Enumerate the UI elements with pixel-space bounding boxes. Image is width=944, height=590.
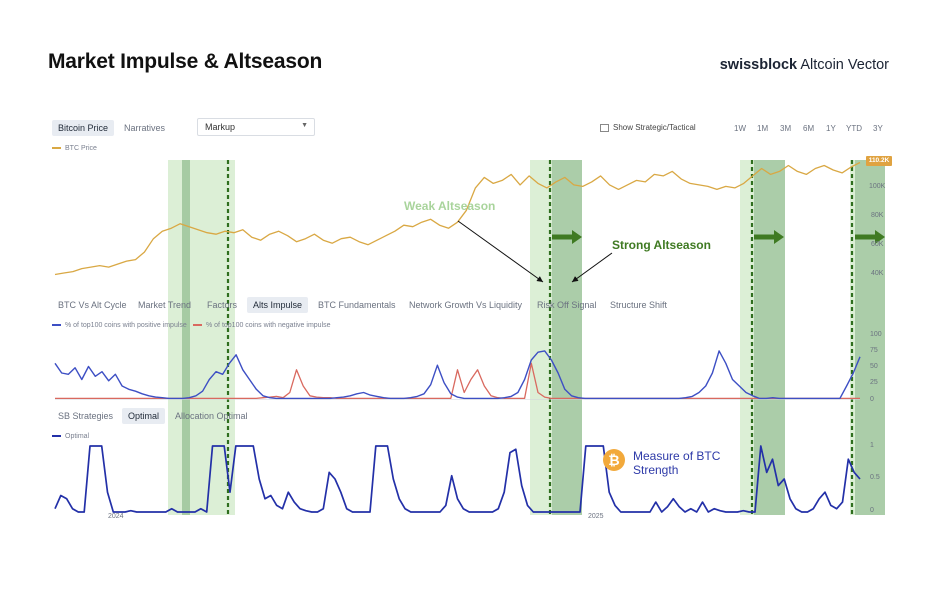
strategic-tactical-toggle[interactable]: Show Strategic/Tactical [600, 123, 696, 132]
impulse-tick-50: 50 [870, 363, 878, 370]
weak-altseason-label: Weak Altseason [404, 199, 496, 213]
tab-btc-vs-alt-cycle[interactable]: BTC Vs Alt Cycle [58, 300, 127, 310]
weak-altseason-band [740, 160, 754, 515]
impulse-legend-positive: % of top100 coins with positive impulse [52, 322, 187, 329]
x-tick-2024: 2024 [108, 513, 124, 520]
weak-altseason-band [530, 160, 552, 515]
price-legend-label: BTC Price [65, 145, 97, 152]
checkbox-icon [600, 123, 609, 132]
markup-select-value: Markup [205, 122, 236, 132]
price-tag: 110.2K [866, 156, 892, 166]
optimal-line [54, 445, 861, 513]
optimal-legend-label: Optimal [65, 433, 90, 440]
right-arrow-icon [552, 230, 582, 244]
x-tick-2025: 2025 [588, 513, 604, 520]
weak-annotation-arrow [457, 220, 544, 283]
tab-market-trend[interactable]: Market Trend [138, 300, 192, 310]
tab-network-growth[interactable]: Network Growth Vs Liquidity [409, 300, 523, 310]
optimal-tick-0-5: 0.5 [870, 474, 880, 481]
brand-product: Altcoin Vector [797, 57, 889, 73]
brand-name: swissblock [719, 57, 798, 73]
btc-price-line [54, 161, 861, 276]
tab-allocation-optimal[interactable]: Allocation Optimal [175, 411, 248, 421]
price-tick-80k: 80K [871, 212, 884, 219]
right-arrow-icon [754, 230, 784, 244]
impulse-tick-0: 0 [870, 396, 874, 403]
strong-altseason-label: Strong Altseason [612, 238, 711, 252]
page-title: Market Impulse & Altseason [48, 50, 323, 73]
brand-logo: swissblock Altcoin Vector [720, 57, 889, 73]
price-tick-100k: 100K [869, 183, 886, 190]
impulse-legend-positive-label: % of top100 coins with positive impulse [65, 322, 187, 329]
impulse-legend-negative: % of top100 coins with negative impulse [193, 322, 331, 329]
price-tick-40k: 40K [871, 270, 884, 277]
impulse-tick-100: 100 [870, 331, 882, 338]
strong-altseason-band [855, 160, 885, 515]
strong-altseason-band [552, 160, 582, 515]
btc-strength-label: Measure of BTC Strength [633, 449, 721, 477]
strong-altseason-band [182, 160, 190, 515]
tab-factors[interactable]: Factors [207, 300, 238, 310]
optimal-tick-0: 0 [870, 507, 874, 514]
positive-impulse-line [54, 350, 861, 400]
price-legend: BTC Price [52, 145, 97, 152]
range-1w[interactable]: 1W [734, 124, 746, 133]
tab-narratives[interactable]: Narratives [124, 123, 166, 133]
tab-bitcoin-price[interactable]: Bitcoin Price [52, 120, 115, 136]
tab-btc-fundamentals[interactable]: BTC Fundamentals [318, 300, 396, 310]
optimal-legend: Optimal [52, 433, 89, 440]
range-1m[interactable]: 1M [757, 124, 769, 133]
right-arrow-icon [855, 230, 885, 244]
tab-sb-strategies[interactable]: SB Strategies [58, 411, 114, 421]
toggle-label: Show Strategic/Tactical [613, 123, 696, 132]
impulse-legend-negative-label: % of top100 coins with negative impulse [206, 322, 331, 329]
tab-structure-shift[interactable]: Structure Shift [610, 300, 668, 310]
markup-select[interactable]: Markup ▼ [197, 118, 315, 136]
impulse-tick-75: 75 [870, 347, 878, 354]
impulse-tick-25: 25 [870, 379, 878, 386]
strong-annotation-arrow [571, 252, 613, 283]
tab-risk-off-signal[interactable]: Risk Off Signal [537, 300, 597, 310]
tab-optimal[interactable]: Optimal [122, 408, 166, 424]
range-1y[interactable]: 1Y [826, 124, 836, 133]
bitcoin-icon: ₿ [603, 449, 625, 471]
optimal-tick-1: 1 [870, 442, 874, 449]
chevron-down-icon: ▼ [301, 122, 308, 129]
range-6m[interactable]: 6M [803, 124, 815, 133]
price-tick-60k: 60K [871, 241, 884, 248]
range-3m[interactable]: 3M [780, 124, 792, 133]
range-3y[interactable]: 3Y [873, 124, 883, 133]
tab-alts-impulse[interactable]: Alts Impulse [247, 297, 309, 313]
range-ytd[interactable]: YTD [846, 124, 862, 133]
